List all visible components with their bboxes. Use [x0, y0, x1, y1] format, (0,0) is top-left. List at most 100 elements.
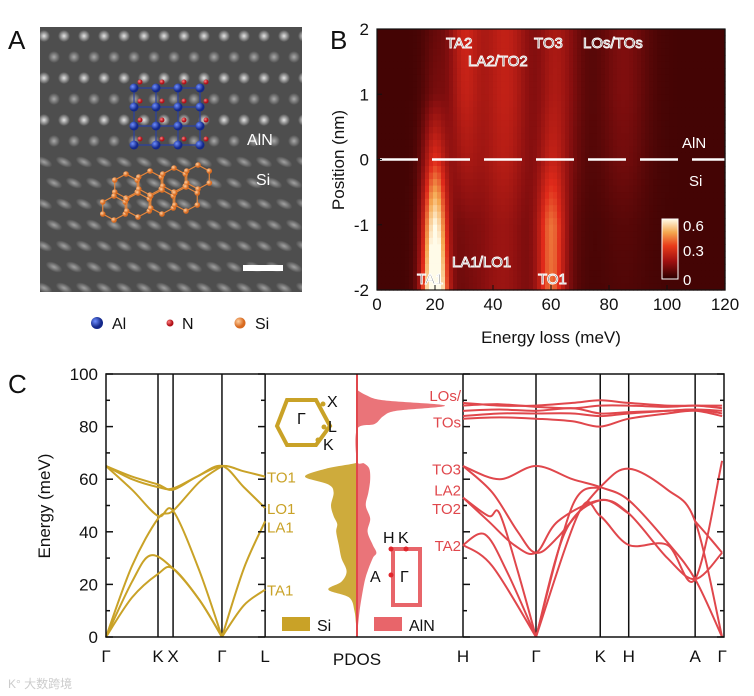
heatmap-cell: [377, 94, 382, 102]
heatmap-cell: [605, 250, 610, 258]
heatmap-cell: [501, 211, 506, 219]
heatmap-cell: [501, 139, 506, 148]
heatmap-cell: [529, 126, 534, 135]
heatmap-cell: [545, 100, 550, 108]
heatmap-cell: [401, 283, 406, 291]
heatmap-cell: [601, 250, 606, 258]
heatmap-cell: [705, 81, 710, 89]
heatmap-cell: [445, 231, 450, 239]
heatmap-cell: [485, 152, 490, 161]
heatmap-cell: [645, 198, 650, 206]
heatmap-cell: [449, 237, 454, 245]
heatmap-cell: [573, 139, 578, 148]
heatmap-cell: [433, 224, 438, 232]
heatmap-cell: [465, 68, 470, 76]
y-tick-label: 80: [79, 418, 98, 437]
heatmap-cell: [389, 244, 394, 252]
heatmap-cell: [665, 74, 670, 82]
heatmap-cell: [489, 94, 494, 102]
heatmap-cell: [625, 166, 630, 174]
heatmap-cell: [717, 126, 722, 135]
heatmap-cell: [549, 81, 554, 89]
heatmap-cell: [609, 29, 614, 37]
heatmap-cell: [449, 35, 454, 43]
heatmap-cell: [461, 146, 466, 154]
heatmap-cell: [457, 231, 462, 239]
heatmap-cell: [441, 224, 446, 232]
heatmap-cell: [625, 152, 630, 161]
heatmap-cell: [529, 218, 534, 226]
heatmap-cell: [473, 283, 478, 291]
heatmap-cell: [705, 61, 710, 69]
heatmap-cell: [629, 29, 634, 37]
heatmap-cell: [645, 107, 650, 115]
heatmap-cell: [473, 211, 478, 219]
heatmap-cell: [701, 94, 706, 102]
heatmap-cell: [721, 120, 726, 128]
heatmap-cell: [393, 133, 398, 141]
heatmap-cell: [505, 263, 510, 272]
heatmap-cell: [569, 29, 574, 37]
heatmap-cell: [609, 120, 614, 128]
heatmap-cell: [545, 257, 550, 265]
heatmap-cell: [453, 192, 458, 200]
heatmap-cell: [681, 218, 686, 226]
heatmap-cell: [405, 35, 410, 43]
atomic-column: [75, 198, 93, 210]
heatmap-cell: [497, 276, 502, 285]
heatmap-cell: [697, 100, 702, 108]
heatmap-cell: [429, 133, 434, 141]
heatmap-cell: [565, 113, 570, 121]
heatmap-cell: [509, 133, 514, 141]
heatmap-cell: [577, 48, 582, 56]
heatmap-cell: [517, 276, 522, 285]
heatmap-cell: [621, 35, 626, 43]
heatmap-cell: [509, 224, 514, 232]
heatmap-cell: [449, 55, 454, 63]
heatmap-cell: [621, 74, 626, 82]
heatmap-cell: [557, 172, 562, 180]
heatmap-cell: [609, 244, 614, 252]
heatmap-cell: [693, 172, 698, 180]
heatmap-cell: [429, 139, 434, 148]
heatmap-cell: [477, 166, 482, 174]
heatmap-cell: [469, 198, 474, 206]
heatmap-cell: [465, 185, 470, 193]
heatmap-cell: [513, 81, 518, 89]
heatmap-cell: [713, 94, 718, 102]
heatmap-cell: [657, 257, 662, 265]
colorbar-tick-max: 0.6: [683, 218, 704, 235]
heatmap-cell: [469, 120, 474, 128]
heatmap-cell: [405, 107, 410, 115]
heatmap-cell: [473, 257, 478, 265]
heatmap-cell: [505, 55, 510, 63]
atomic-column: [255, 282, 273, 292]
heatmap-cell: [609, 270, 614, 278]
heatmap-cell: [457, 61, 462, 69]
heatmap-cell: [617, 257, 622, 265]
heatmap-cell: [693, 100, 698, 108]
atomic-column: [225, 219, 243, 231]
heatmap-cell: [609, 276, 614, 285]
heatmap-cell: [445, 205, 450, 213]
heatmap-cell: [529, 198, 534, 206]
heatmap-cell: [409, 244, 414, 252]
heatmap-cell: [481, 237, 486, 245]
heatmap-cell: [473, 133, 478, 141]
heatmap-cell: [697, 257, 702, 265]
heatmap-cell: [601, 166, 606, 174]
heatmap-cell: [609, 192, 614, 200]
heatmap-cell: [389, 100, 394, 108]
heatmap-cell: [533, 237, 538, 245]
heatmap-cell: [385, 205, 390, 213]
pdos-fills: [304, 389, 446, 637]
heatmap-cell: [633, 100, 638, 108]
heatmap-cell: [505, 224, 510, 232]
heatmap-cell: [577, 179, 582, 187]
heatmap-cell: [473, 231, 478, 239]
heatmap-cell: [721, 152, 726, 161]
heatmap-cell: [541, 166, 546, 174]
aln-phonon-branch: [535, 498, 630, 638]
heatmap-cell: [701, 61, 706, 69]
heatmap-cell: [549, 270, 554, 278]
